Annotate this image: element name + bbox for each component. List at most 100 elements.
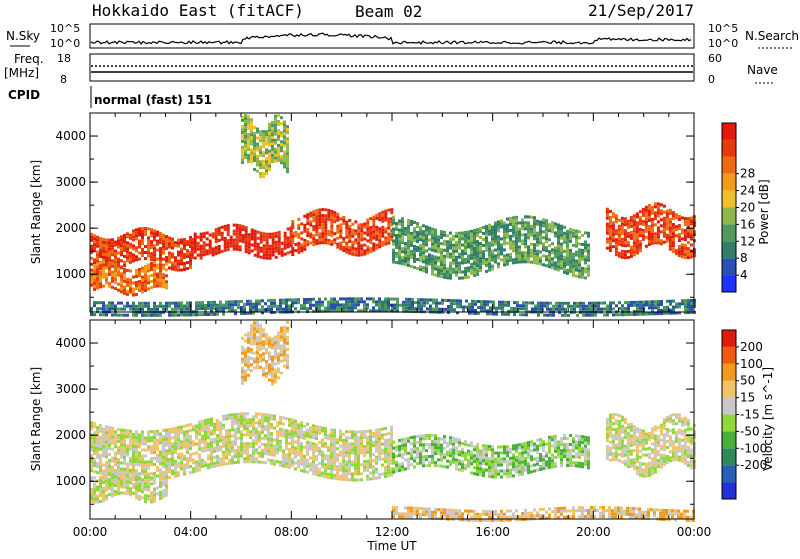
echo-cell — [575, 260, 578, 263]
echo-cell — [657, 300, 660, 303]
echo-cell — [262, 175, 265, 178]
echo-cell — [548, 226, 551, 229]
echo-cell — [306, 219, 309, 222]
echo-cell — [277, 120, 280, 123]
echo-cell — [531, 308, 534, 311]
freq-units: [MHz] — [4, 66, 39, 80]
echo-cell — [482, 250, 485, 253]
echo-cell — [306, 471, 309, 474]
echo-cell — [210, 466, 213, 469]
echo-cell — [482, 262, 485, 265]
echo-cell — [348, 252, 351, 255]
echo-cell — [384, 240, 387, 243]
echo-cell — [286, 170, 289, 173]
echo-cell — [378, 297, 381, 300]
echo-cell — [366, 445, 369, 448]
echo-cell — [509, 223, 512, 226]
echo-cell — [452, 271, 455, 274]
echo-cell — [404, 245, 407, 248]
echo-cell — [381, 220, 384, 223]
echo-cell — [120, 314, 123, 317]
echo-cell — [222, 304, 225, 307]
echo-cell — [117, 240, 120, 243]
echo-cell — [96, 486, 99, 489]
echo-cell — [93, 313, 96, 316]
echo-cell — [452, 262, 455, 265]
echo-cell — [135, 469, 138, 472]
echo-cell — [222, 457, 225, 460]
echo-cell — [215, 234, 218, 237]
echo-cell — [237, 455, 240, 458]
echo-cell — [265, 133, 268, 136]
echo-cell — [141, 288, 144, 291]
echo-cell — [213, 456, 216, 459]
echo-cell — [366, 430, 369, 433]
echo-cell — [416, 267, 419, 270]
echo-cell — [99, 301, 102, 304]
echo-cell — [276, 430, 279, 433]
echo-cell — [256, 170, 259, 173]
echo-cell — [681, 243, 684, 246]
echo-cell — [271, 148, 274, 151]
echo-cell — [345, 472, 348, 475]
echo-cell — [375, 468, 378, 471]
echo-cell — [123, 286, 126, 289]
echo-cell — [575, 269, 578, 272]
echo-cell — [378, 455, 381, 458]
echo-cell — [120, 483, 123, 486]
echo-cell — [259, 333, 262, 336]
echo-cell — [177, 447, 180, 450]
echo-cell — [189, 453, 192, 456]
echo-cell — [407, 240, 410, 243]
echo-cell — [339, 478, 342, 481]
echo-cell — [147, 495, 150, 498]
echo-cell — [141, 254, 144, 257]
echo-cell — [357, 448, 360, 451]
echo-cell — [150, 463, 153, 466]
echo-cell — [279, 434, 282, 437]
echo-cell — [615, 217, 618, 220]
echo-cell — [262, 346, 265, 349]
echo-cell — [283, 129, 286, 132]
echo-cell — [473, 241, 476, 244]
echo-cell — [147, 472, 150, 475]
echo-cell — [141, 248, 144, 251]
echo-cell — [162, 305, 165, 308]
echo-cell — [321, 232, 324, 235]
echo-cell — [482, 259, 485, 262]
echo-cell — [194, 248, 197, 251]
echo-cell — [354, 443, 357, 446]
echo-cell — [501, 313, 504, 316]
echo-cell — [506, 260, 509, 263]
echo-cell — [162, 492, 165, 495]
echo-cell — [102, 475, 105, 478]
echo-cell — [539, 221, 542, 224]
echo-cell — [162, 495, 165, 498]
echo-cell — [512, 243, 515, 246]
echo-cell — [198, 430, 201, 433]
echo-cell — [279, 428, 282, 431]
echo-cell — [422, 248, 425, 251]
echo-cell — [392, 219, 395, 222]
echo-cell — [253, 366, 256, 369]
echo-cell — [396, 307, 399, 310]
echo-cell — [327, 215, 330, 218]
echo-cell — [268, 162, 271, 165]
echo-cell — [108, 264, 111, 267]
colorbar-tick-label: 16 — [740, 217, 755, 231]
echo-cell — [150, 457, 153, 460]
echo-cell — [447, 308, 450, 311]
echo-cell — [135, 284, 138, 287]
echo-cell — [108, 478, 111, 481]
echo-cell — [563, 256, 566, 259]
echo-cell — [303, 458, 306, 461]
echo-cell — [572, 256, 575, 259]
echo-cell — [241, 134, 244, 137]
echo-cell — [443, 276, 446, 279]
echo-cell — [585, 305, 588, 308]
echo-cell — [687, 229, 690, 232]
echo-cell — [624, 241, 627, 244]
echo-cell — [342, 303, 345, 306]
echo-cell — [419, 247, 422, 250]
echo-cell — [563, 271, 566, 274]
